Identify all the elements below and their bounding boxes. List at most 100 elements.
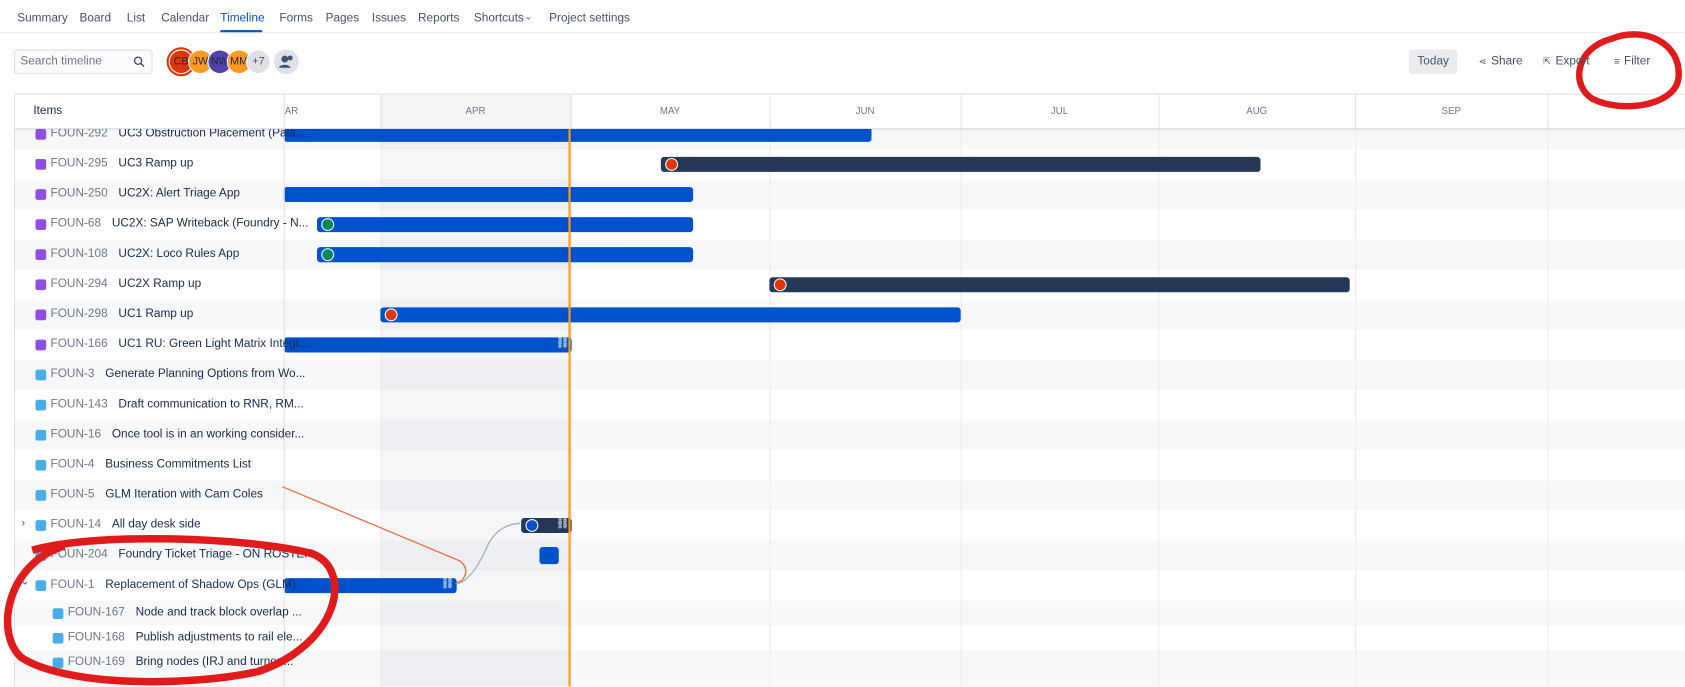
nav-tab[interactable]: Summary xyxy=(17,11,68,25)
timeline-bar[interactable] xyxy=(283,186,694,203)
month-divider xyxy=(769,94,771,128)
issue-key: FOUN-298 xyxy=(50,307,108,321)
item-label[interactable]: FOUN-68 UC2X: SAP Writeback (Foundry - N.… xyxy=(51,217,309,230)
item-label[interactable]: FOUN-250 UC2X: Alert Triage App xyxy=(51,187,240,200)
item-label[interactable]: FOUN-1 Replacement of Shadow Ops (GLM) xyxy=(51,578,296,591)
issue-key: FOUN-294 xyxy=(50,277,108,291)
month-label: AR xyxy=(284,105,299,117)
issue-key: FOUN-250 xyxy=(50,186,108,200)
items-column: FOUN-292 UC3 Obstruction Placement (Pala.… xyxy=(15,94,313,687)
item-label[interactable]: FOUN-298 UC1 Ramp up xyxy=(51,307,194,320)
item-label[interactable]: FOUN-3 Generate Planning Options from Wo.… xyxy=(51,368,306,381)
dropdown-caret: ⌄ xyxy=(524,10,533,22)
item-label[interactable]: FOUN-108 UC2X: Loco Rules App xyxy=(51,247,240,260)
issue-title: Publish adjustments to rail ele... xyxy=(135,630,303,644)
item-label[interactable]: FOUN-4 Business Commitments List xyxy=(51,458,252,471)
issue-title: Foundry Ticket Triage - ON ROSTER xyxy=(118,548,313,561)
items-header-divider xyxy=(283,94,285,128)
item-label[interactable]: FOUN-204 Foundry Ticket Triage - ON ROSTE… xyxy=(51,548,313,561)
issue-key: FOUN-167 xyxy=(67,605,125,619)
item-label[interactable]: FOUN-295 UC3 Ramp up xyxy=(51,157,194,170)
nav-tab[interactable]: Calendar xyxy=(161,11,210,25)
issue-title: Replacement of Shadow Ops (GLM) xyxy=(105,578,296,592)
toolbar-button[interactable]: ⋖ Share xyxy=(1470,49,1531,74)
nav-tab[interactable]: Project settings xyxy=(549,11,630,25)
nav-tab[interactable]: Timeline xyxy=(220,11,265,25)
link-icon: ⛓ xyxy=(555,337,570,350)
item-label[interactable]: FOUN-14 All day desk side xyxy=(51,518,201,531)
active-underline xyxy=(220,30,263,33)
issue-icon xyxy=(35,309,47,321)
item-label[interactable]: FOUN-294 UC2X Ramp up xyxy=(51,277,202,290)
bar-avatar xyxy=(525,519,539,532)
nav-tab[interactable]: Forms xyxy=(279,11,313,25)
month-divider xyxy=(380,94,382,128)
search-box[interactable]: Search timeline xyxy=(13,49,153,75)
toolbar-button[interactable]: ⇱ Export xyxy=(1535,49,1599,74)
timeline-bar[interactable] xyxy=(283,126,872,142)
avatar[interactable]: NW xyxy=(207,49,233,75)
item-label[interactable]: FOUN-168 Publish adjustments to rail ele.… xyxy=(68,630,303,643)
link-icon: ⛓ xyxy=(440,578,455,590)
nav-tab[interactable]: Shortcuts xyxy=(473,11,524,25)
search-icon xyxy=(133,56,145,68)
issue-icon xyxy=(35,128,47,140)
item-label[interactable]: FOUN-16 Once tool is in an working consid… xyxy=(51,428,305,441)
row-band xyxy=(15,674,1685,687)
month-divider xyxy=(960,94,962,687)
timeline-bar[interactable] xyxy=(660,156,1261,172)
issue-key: FOUN-166 xyxy=(50,337,108,351)
nav-tab[interactable]: Issues xyxy=(371,11,406,25)
timeline-bar[interactable] xyxy=(283,578,457,594)
issue-icon xyxy=(52,607,64,619)
issue-icon xyxy=(35,219,47,230)
toolbar-button[interactable]: Today xyxy=(1408,49,1458,75)
expand-toggle: ⌄ xyxy=(20,575,30,588)
timeline-bar[interactable] xyxy=(317,247,694,263)
button-icon: ≡ xyxy=(1614,55,1620,67)
item-label[interactable]: FOUN-169 Bring nodes (IRJ and turnou... xyxy=(68,655,294,668)
link-icon: ⛓ xyxy=(555,517,570,530)
item-label[interactable]: FOUN-167 Node and track block overlap ... xyxy=(68,606,302,619)
issue-title: UC2X: Alert Triage App xyxy=(118,186,240,200)
row-band xyxy=(15,450,1685,481)
item-label[interactable]: FOUN-5 GLM Iteration with Cam Coles xyxy=(51,488,263,501)
issue-icon xyxy=(35,159,47,170)
issue-icon xyxy=(35,279,47,291)
timeline-bar[interactable] xyxy=(283,337,572,353)
bar-avatar xyxy=(665,157,679,171)
month-divider xyxy=(1547,94,1549,687)
month-label: MAY xyxy=(659,105,681,117)
timeline-bar[interactable] xyxy=(380,307,961,323)
nav-tab[interactable]: Pages xyxy=(325,11,360,25)
search-placeholder: Search timeline xyxy=(20,54,102,68)
item-label[interactable]: FOUN-166 UC1 RU: Green Light Matrix Integ… xyxy=(51,337,309,350)
timeline-bar[interactable] xyxy=(769,277,1350,293)
issue-icon xyxy=(35,580,47,592)
issue-key: FOUN-5 xyxy=(50,487,95,501)
issue-key: FOUN-16 xyxy=(50,427,102,441)
nav-tab[interactable]: List xyxy=(126,11,146,25)
row-band xyxy=(15,209,1685,240)
month-divider xyxy=(1355,94,1357,687)
nav-tab[interactable]: Reports xyxy=(418,11,460,25)
issue-icon xyxy=(35,399,47,411)
button-label: Today xyxy=(1417,54,1449,68)
issue-key: FOUN-3 xyxy=(50,367,95,381)
issue-title: Generate Planning Options from Wo... xyxy=(105,367,306,381)
issue-key: FOUN-108 xyxy=(50,247,108,261)
timeline-bar[interactable] xyxy=(539,546,559,565)
item-label[interactable]: FOUN-292 UC3 Obstruction Placement (Pala.… xyxy=(51,127,306,140)
month-label: SEP xyxy=(1441,105,1461,117)
month-divider xyxy=(1158,94,1160,687)
nav-tab[interactable]: Board xyxy=(79,11,112,25)
issue-icon xyxy=(35,429,47,441)
timeline-bar[interactable] xyxy=(317,217,694,233)
avatar[interactable]: +7 xyxy=(246,49,271,75)
button-label: Filter xyxy=(1624,54,1651,68)
toolbar-button[interactable]: ≡ Filter xyxy=(1605,49,1658,74)
add-people[interactable] xyxy=(274,49,299,75)
issue-title: UC3 Obstruction Placement (Pala... xyxy=(118,126,306,140)
month-divider xyxy=(570,94,572,687)
item-label[interactable]: FOUN-143 Draft communication to RNR, RM..… xyxy=(51,398,304,411)
